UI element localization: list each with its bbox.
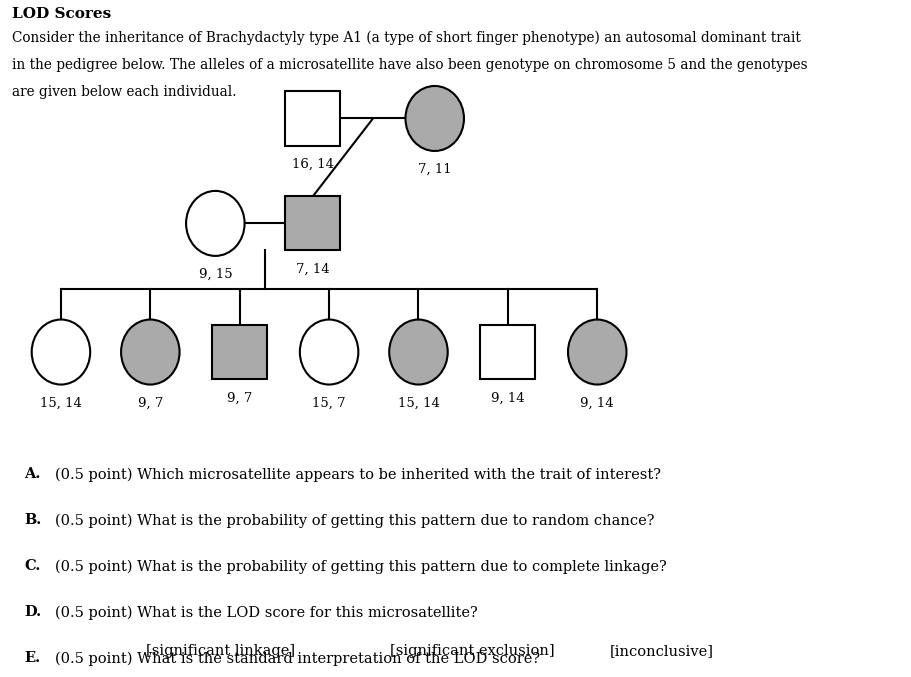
Text: E.: E. [25, 651, 40, 665]
Text: 9, 14: 9, 14 [490, 391, 524, 404]
Text: [significant linkage]: [significant linkage] [146, 644, 295, 658]
Text: 9, 15: 9, 15 [199, 268, 232, 281]
Text: LOD Scores: LOD Scores [12, 7, 111, 21]
Text: 9, 7: 9, 7 [227, 391, 252, 404]
Text: 15, 14: 15, 14 [40, 397, 82, 410]
Ellipse shape [389, 320, 447, 385]
Bar [212, 325, 267, 379]
Text: 15, 14: 15, 14 [397, 397, 439, 410]
Bar [480, 325, 535, 379]
Text: D.: D. [25, 605, 42, 619]
Ellipse shape [405, 86, 464, 151]
Ellipse shape [568, 320, 626, 385]
Ellipse shape [121, 320, 179, 385]
Text: A.: A. [25, 467, 41, 481]
Text: B.: B. [25, 513, 42, 527]
Text: are given below each individual.: are given below each individual. [12, 85, 237, 99]
Text: in the pedigree below. The alleles of a microsatellite have also been genotype o: in the pedigree below. The alleles of a … [12, 58, 807, 72]
Text: [inconclusive]: [inconclusive] [609, 644, 712, 658]
Text: (0.5 point) Which microsatellite appears to be inherited with the trait of inter: (0.5 point) Which microsatellite appears… [56, 467, 660, 481]
Text: (0.5 point) What is the standard interpretation of the LOD score?: (0.5 point) What is the standard interpr… [56, 651, 540, 665]
Ellipse shape [300, 320, 358, 385]
Text: 9, 14: 9, 14 [579, 397, 613, 410]
Text: C.: C. [25, 559, 41, 573]
Text: Consider the inheritance of Brachydactyly type A1 (a type of short finger phenot: Consider the inheritance of Brachydactyl… [12, 30, 800, 45]
Ellipse shape [186, 191, 244, 256]
Text: 16, 14: 16, 14 [292, 158, 333, 171]
Text: 15, 7: 15, 7 [312, 397, 345, 410]
Bar [285, 91, 340, 146]
Text: 9, 7: 9, 7 [138, 397, 163, 410]
Text: (0.5 point) What is the probability of getting this pattern due to random chance: (0.5 point) What is the probability of g… [56, 513, 654, 527]
Text: 7, 11: 7, 11 [417, 163, 451, 176]
Bar [285, 196, 340, 250]
Text: (0.5 point) What is the LOD score for this microsatellite?: (0.5 point) What is the LOD score for th… [56, 605, 477, 619]
Text: (0.5 point) What is the probability of getting this pattern due to complete link: (0.5 point) What is the probability of g… [56, 559, 666, 573]
Ellipse shape [32, 320, 90, 385]
Text: 7, 14: 7, 14 [296, 263, 329, 276]
Text: [significant exclusion]: [significant exclusion] [390, 644, 554, 658]
